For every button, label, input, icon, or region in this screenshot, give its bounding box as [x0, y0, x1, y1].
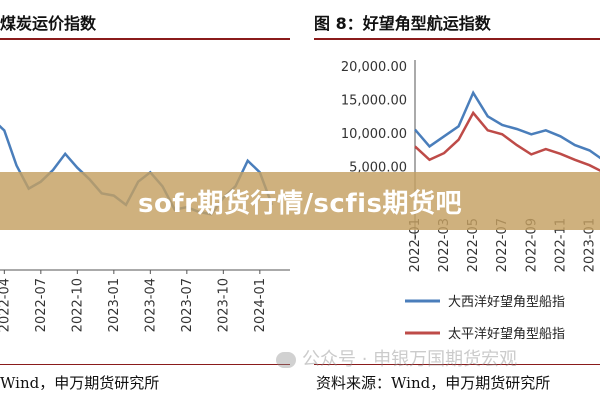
title-banner: sofr期货行情/scfis期货吧	[0, 172, 600, 230]
left-x-tick-label: 2022-07	[34, 278, 49, 332]
right-x-tick-label: 2022-03	[437, 218, 452, 272]
right-series-line-2	[414, 110, 600, 172]
left-x-tick-label: 2022-10	[70, 278, 85, 332]
left-x-tick-label: 2023-10	[216, 278, 231, 332]
right-y-tick-label: 10,000.00	[341, 127, 407, 142]
right-source-divider	[314, 364, 600, 365]
left-x-tick-label: 2024-01	[253, 278, 268, 332]
left-x-tick-label: 2022-04	[0, 278, 12, 332]
banner-title: sofr期货行情/scfis期货吧	[137, 188, 463, 219]
right-legend-label-1: 大西洋好望角型船指	[448, 294, 565, 310]
left-chart-panel: 煤炭运价指数 2022-04 2022-07 2022-10 2023-01 2023-…	[0, 0, 290, 400]
left-line-chart: 2022-04 2022-07 2022-10 2023-01 2023-04 2023-…	[0, 124, 290, 332]
left-x-tick-label: 2023-04	[143, 278, 158, 332]
right-x-tick-label: 2022-07	[495, 218, 510, 272]
left-chart-title: 煤炭运价指数	[0, 14, 97, 33]
right-chart-source: 资料来源：Wind，申万期货研究所	[316, 374, 551, 392]
right-y-tick-label: 5,000.00	[349, 161, 407, 176]
right-line-chart: 20,000.00 15,000.00 10,000.00 5,000.00 2022-…	[341, 60, 600, 342]
right-x-tick-label: 2023-01	[582, 218, 597, 272]
right-series-line-1	[414, 90, 600, 160]
left-title-divider	[0, 38, 290, 40]
right-legend-label-2: 太平洋好望角型船指	[448, 326, 565, 342]
left-x-tick-label: 2023-01	[107, 278, 122, 332]
left-source-divider	[0, 364, 290, 365]
watermark-text: 公众号 · 申银万国期货宏观	[302, 349, 518, 370]
right-title-divider	[314, 38, 600, 40]
right-x-tick-label: 2022-01	[408, 218, 423, 272]
left-x-tick-label: 2023-07	[180, 278, 195, 332]
right-x-tick-label: 2022-11	[553, 218, 568, 272]
wechat-icon	[276, 352, 296, 368]
right-x-tick-label: 2022-05	[466, 218, 481, 272]
left-chart-source: Wind，申万期货研究所	[0, 374, 160, 392]
right-chart-panel: 图 8：好望角型航运指数 20,000.00 15,000.00 10,000.00…	[300, 0, 600, 400]
right-chart-title: 图 8：好望角型航运指数	[314, 14, 491, 33]
right-x-tick-label: 2022-09	[524, 218, 539, 272]
right-y-tick-label: 20,000.00	[341, 60, 407, 75]
watermark: 公众号 · 申银万国期货宏观	[276, 345, 517, 371]
right-y-tick-label: 15,000.00	[341, 94, 407, 109]
